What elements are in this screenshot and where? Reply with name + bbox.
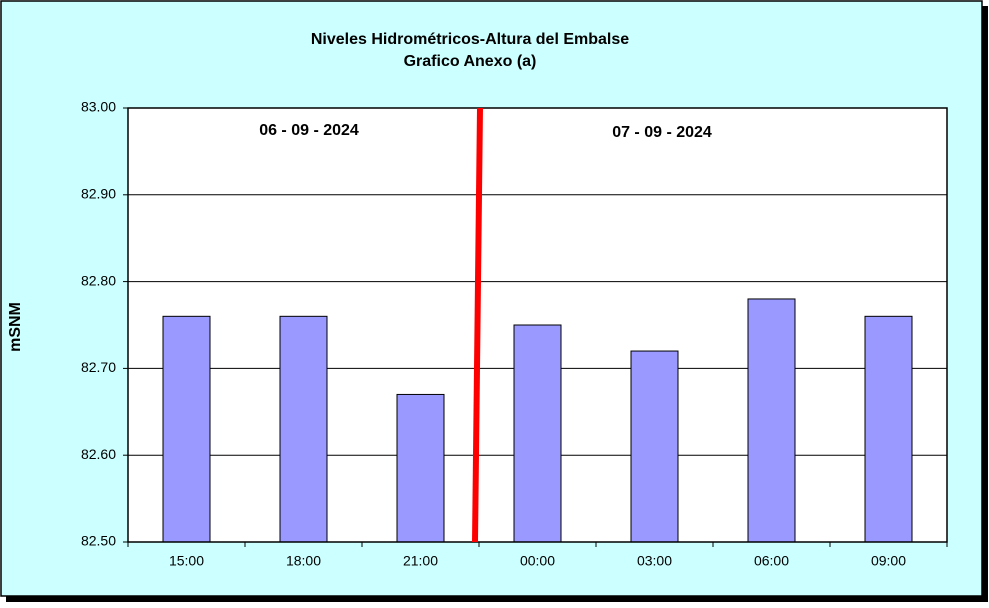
annotation: 07 - 09 - 2024	[612, 124, 712, 141]
bar	[396, 393, 445, 543]
bar	[513, 324, 562, 543]
x-tick-label: 00:00	[520, 553, 555, 569]
y-tick-label: 83.00	[81, 99, 116, 115]
bar	[279, 315, 328, 543]
plot-border	[127, 107, 948, 543]
y-tick-label: 82.80	[81, 272, 116, 288]
x-tick-label: 18:00	[286, 553, 321, 569]
x-tick-label: 06:00	[754, 553, 789, 569]
bar	[162, 315, 211, 543]
bar	[630, 350, 679, 543]
day-separator	[472, 107, 483, 543]
y-axis-label: mSNM	[7, 302, 24, 352]
x-tick-label: 15:00	[169, 553, 204, 569]
y-tick-label: 82.50	[81, 533, 116, 549]
x-tick-label: 21:00	[403, 553, 438, 569]
x-tick-label: 03:00	[637, 553, 672, 569]
chart-title: Niveles Hidrométricos-Altura del Embalse	[311, 31, 629, 48]
x-tick-label: 09:00	[871, 553, 906, 569]
y-tick-label: 82.90	[81, 186, 116, 202]
y-tick-label: 82.70	[81, 359, 116, 375]
annotation: 06 - 09 - 2024	[259, 122, 359, 139]
bar	[864, 315, 913, 543]
bar	[747, 298, 796, 543]
chart-subtitle: Grafico Anexo (a)	[404, 53, 537, 70]
y-tick-label: 82.60	[81, 446, 116, 462]
